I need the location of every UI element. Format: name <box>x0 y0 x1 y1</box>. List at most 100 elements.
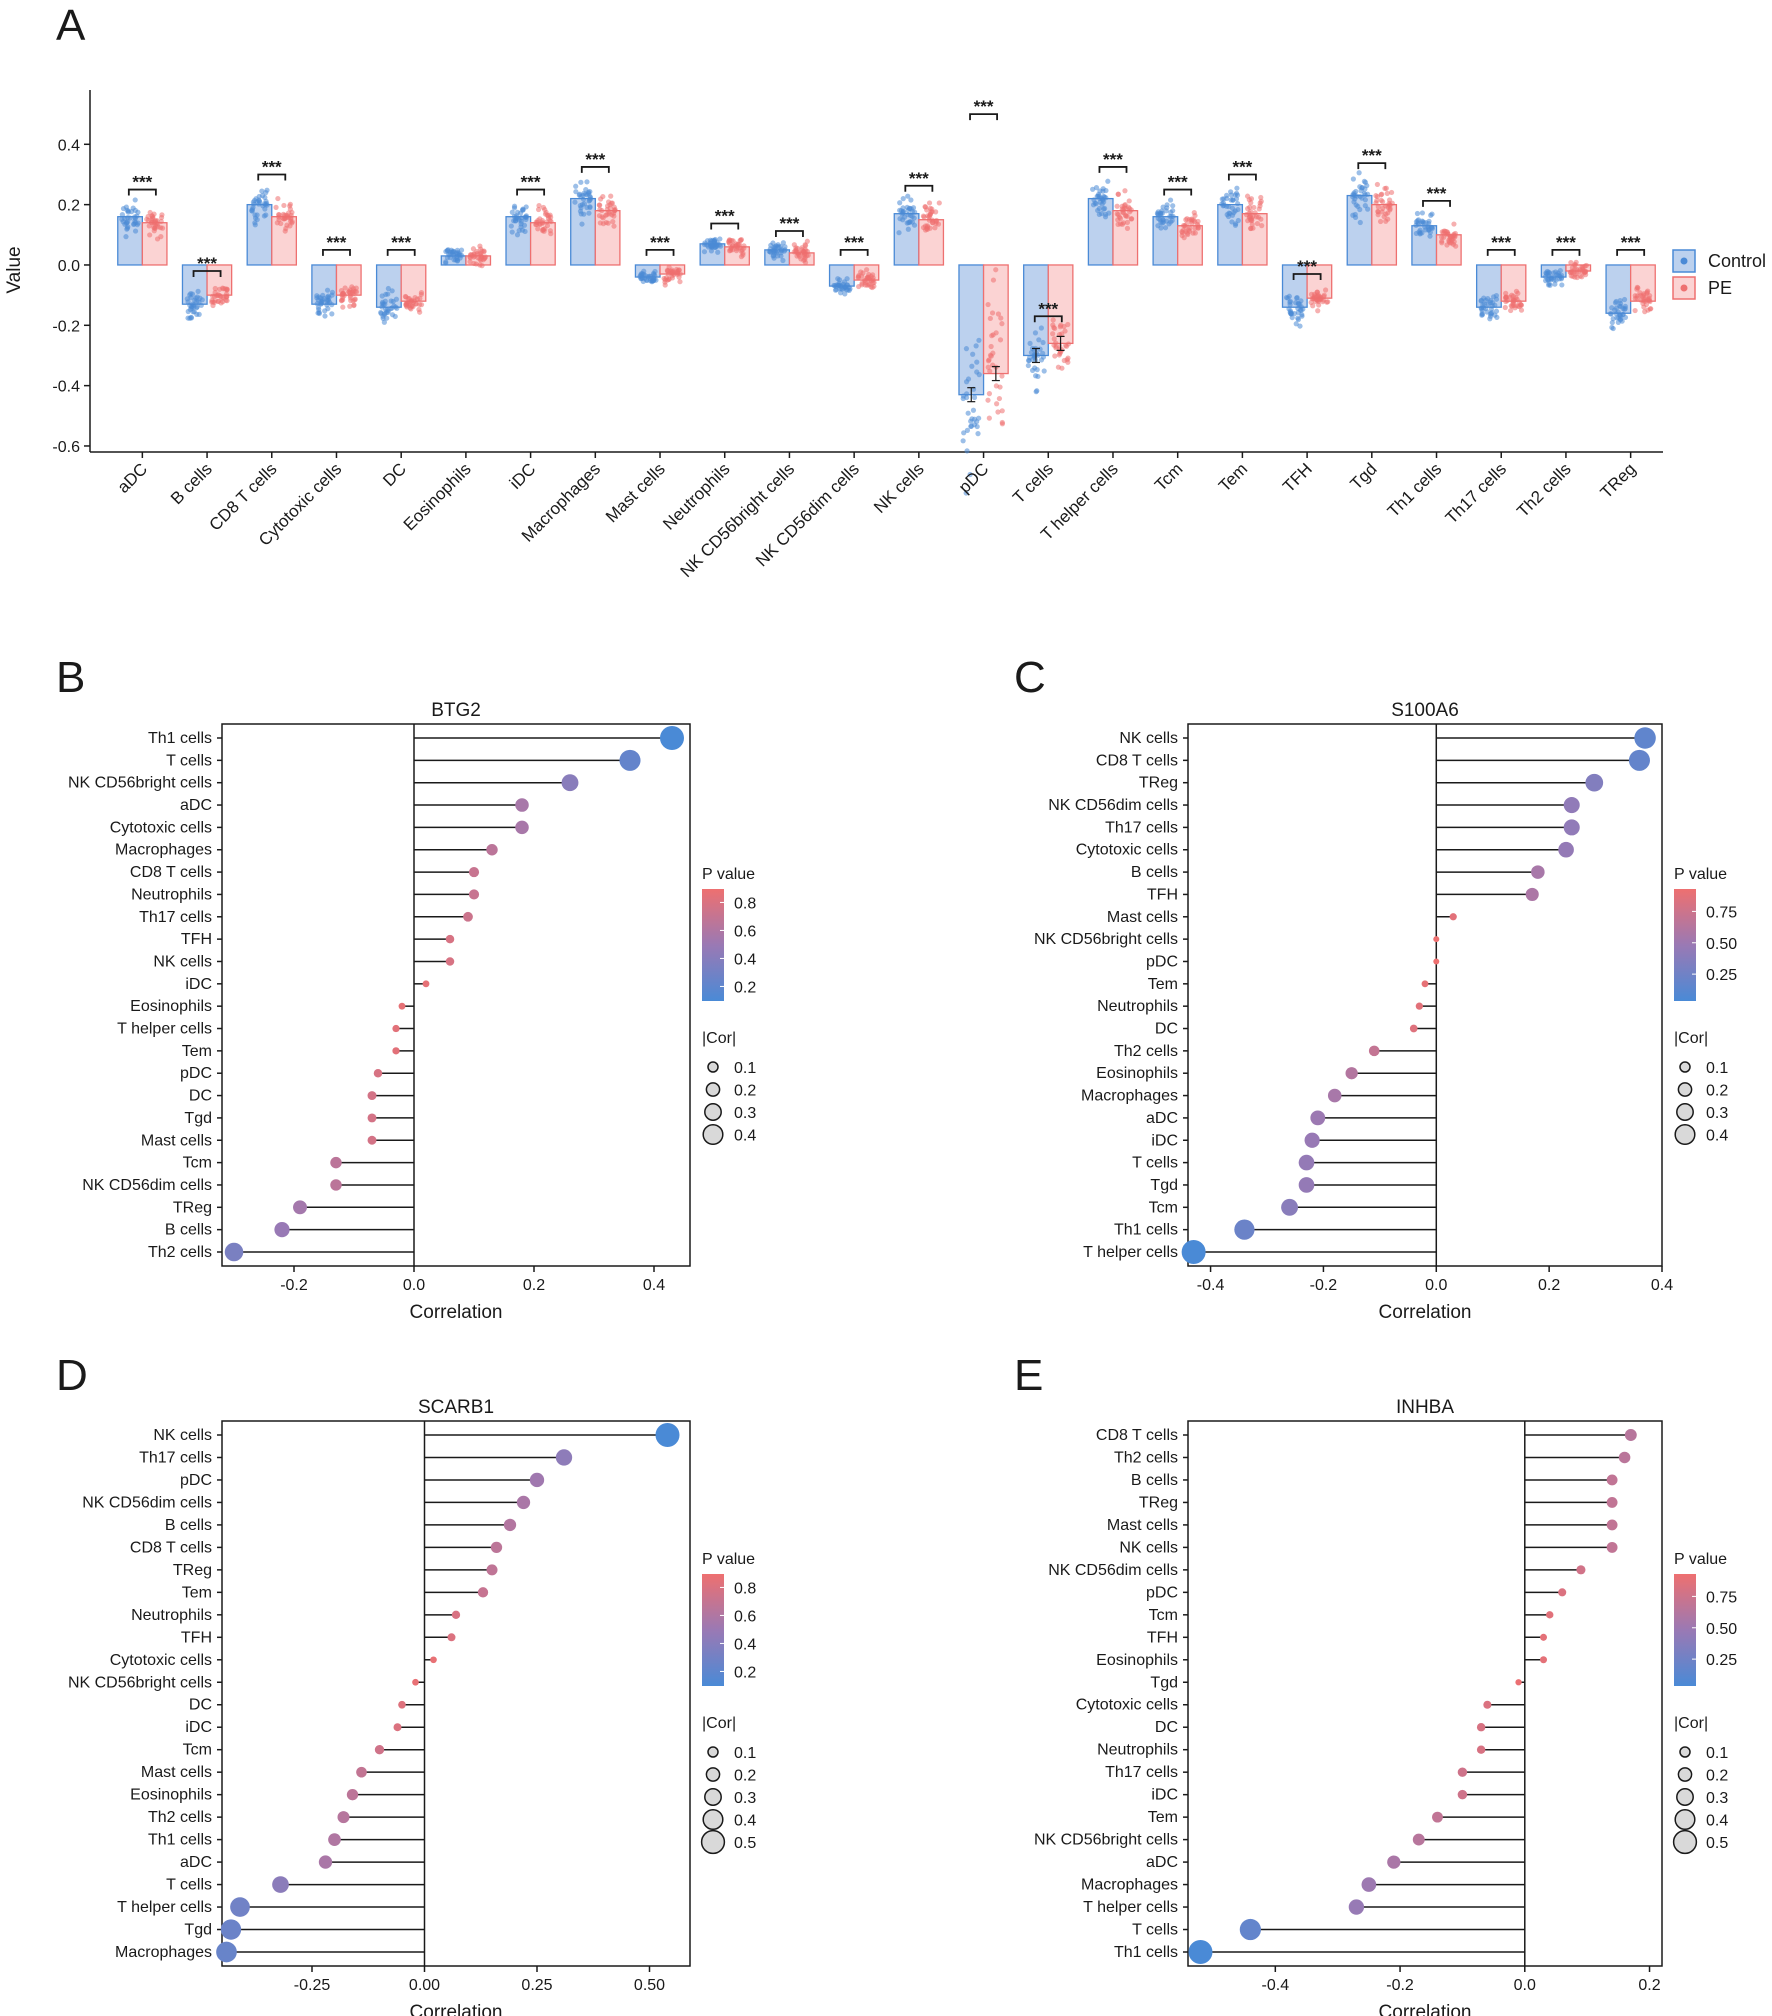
panel-d-y-tick-label: aDC <box>180 1854 212 1871</box>
lollipop-dot <box>1433 958 1440 965</box>
jitter-point-pe <box>1124 219 1131 225</box>
panel-d-y-tick-label: T helper cells <box>117 1899 212 1916</box>
jitter-point-control <box>509 209 515 215</box>
panel-c-y-tick-label: NK cells <box>1119 730 1178 747</box>
jitter-point-pe <box>478 246 484 252</box>
panel-a-x-tick-label: Tcm <box>1151 459 1186 494</box>
jitter-point-pe <box>1122 188 1128 194</box>
panel-c-cor-tick-label: 0.3 <box>1706 1105 1728 1122</box>
lollipop-dot <box>463 911 473 922</box>
panel-b-y-tick-label: NK cells <box>153 953 212 970</box>
panel-a-x-tick-label: Mast cells <box>602 459 669 526</box>
panel-c-cor-tick-label: 0.1 <box>1706 1060 1728 1077</box>
lollipop-dot <box>367 1135 377 1145</box>
jitter-point-control <box>383 291 389 298</box>
jitter-point-control <box>778 253 784 259</box>
jitter-point-control <box>584 179 590 185</box>
panel-d-cor-tick-label: 0.5 <box>734 1835 756 1852</box>
jitter-point-control <box>194 304 200 310</box>
jitter-point-control <box>1027 340 1033 347</box>
jitter-point-control <box>1033 389 1039 395</box>
lollipop-dot <box>445 934 455 944</box>
jitter-point-pe <box>1192 225 1198 231</box>
jitter-point-pe <box>417 309 423 315</box>
jitter-point-control <box>970 351 976 357</box>
panel-d-cor-tick-label: 0.4 <box>734 1813 756 1830</box>
jitter-point-pe <box>796 251 802 258</box>
panel-b-p-value-tick-label: 0.4 <box>734 951 756 968</box>
jitter-point-control <box>514 232 521 238</box>
jitter-point-pe <box>1518 307 1525 313</box>
panel-e-y-tick-label: Th2 cells <box>1114 1449 1178 1466</box>
jitter-point-control <box>1299 312 1305 318</box>
jitter-point-pe <box>1248 209 1254 215</box>
jitter-point-control <box>1169 217 1175 224</box>
panel-b-y-tick-label: Macrophages <box>115 842 212 859</box>
jitter-point-pe <box>210 293 216 299</box>
panel-c-p-value-colorbar <box>1674 889 1696 1001</box>
jitter-point-pe <box>726 239 732 245</box>
jitter-point-control <box>1489 303 1495 309</box>
jitter-point-control <box>196 311 202 317</box>
lollipop-dot <box>468 866 480 878</box>
significance-label: *** <box>844 233 864 252</box>
panel-b-x-tick-label: -0.2 <box>280 1277 308 1294</box>
panel-c-y-tick-label: Th1 cells <box>1114 1222 1178 1239</box>
panel-b-cor-tick-label: 0.4 <box>734 1128 756 1145</box>
lollipop-dot <box>1539 1656 1548 1664</box>
jitter-point-control <box>252 222 258 228</box>
jitter-point-control <box>516 217 522 223</box>
jitter-point-pe <box>1384 190 1390 197</box>
jitter-point-control <box>909 219 915 225</box>
jitter-point-control <box>509 229 515 235</box>
panel-e-y-tick-label: iDC <box>1151 1787 1178 1804</box>
jitter-point-pe <box>1058 322 1064 328</box>
jitter-point-pe <box>1502 304 1508 311</box>
panel-letter-d: D <box>56 1351 88 1400</box>
jitter-point-pe <box>273 204 279 210</box>
panel-e-y-tick-label: T cells <box>1132 1922 1178 1939</box>
jitter-point-control <box>845 287 851 293</box>
panel-e-lollipop-chart: INHBA Correlation -0.4 -0.2 0.0 0.2 CD8 T cell… <box>1034 1397 1737 2016</box>
significance-label: *** <box>391 233 411 252</box>
jitter-point-control <box>1235 200 1241 207</box>
jitter-point-pe <box>727 247 734 253</box>
jitter-point-pe <box>1250 225 1256 231</box>
jitter-point-pe <box>1375 204 1381 210</box>
significance-label: *** <box>909 169 929 188</box>
jitter-point-pe <box>987 368 993 374</box>
jitter-point-control <box>324 287 331 293</box>
jitter-point-pe <box>596 202 602 208</box>
panel-e-y-tick-label: B cells <box>1131 1472 1178 1489</box>
jitter-point-control <box>1025 362 1031 369</box>
jitter-point-pe <box>1248 200 1254 206</box>
lollipop-dot <box>224 1242 244 1262</box>
jitter-point-control <box>1613 298 1619 305</box>
jitter-point-pe <box>212 285 218 292</box>
lollipop-dot <box>356 1766 367 1778</box>
jitter-point-pe <box>149 213 155 219</box>
panel-c-y-tick-label: T cells <box>1132 1155 1178 1172</box>
panel-c-x-tick-label: -0.4 <box>1197 1277 1225 1294</box>
jitter-point-control <box>1294 295 1300 301</box>
jitter-point-control <box>1289 314 1295 321</box>
jitter-point-control <box>1232 192 1238 198</box>
jitter-point-control <box>964 427 970 433</box>
panel-d-y-tick-label: Th17 cells <box>139 1449 212 1466</box>
jitter-point-pe <box>215 292 221 298</box>
lollipop-dot <box>1483 1700 1492 1709</box>
jitter-point-control <box>1494 314 1500 320</box>
jitter-point-pe <box>1247 213 1254 219</box>
panel-c-x-tick-label: 0.0 <box>1425 1277 1447 1294</box>
lollipop-dot <box>1304 1132 1320 1148</box>
jitter-point-control <box>839 286 846 292</box>
significance-bracket <box>322 248 351 256</box>
jitter-point-pe <box>597 196 604 202</box>
panel-c-legend-cor-title: |Cor| <box>1674 1030 1708 1047</box>
jitter-point-control <box>900 210 906 216</box>
lollipop-dot <box>1476 1723 1486 1732</box>
lollipop-dot <box>1606 1474 1618 1486</box>
jitter-point-pe <box>1379 209 1385 215</box>
panel-a-x-tick-label: Th1 cells <box>1384 459 1446 521</box>
jitter-point-pe <box>1377 218 1384 225</box>
